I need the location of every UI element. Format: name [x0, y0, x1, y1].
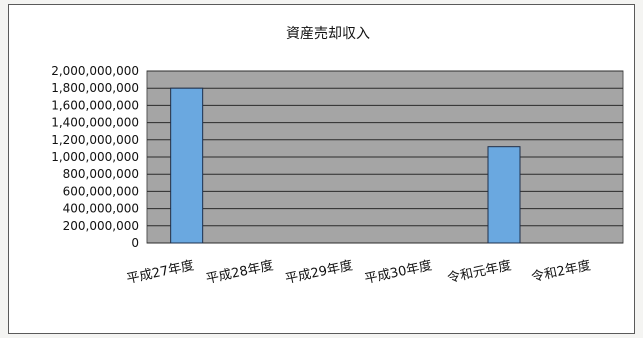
bars	[170, 87, 521, 244]
gridlines	[147, 70, 623, 244]
y-tick-label: 1,600,000,000	[51, 98, 139, 112]
y-tick-label: 200,000,000	[63, 219, 139, 233]
x-tick-label: 平成30年度	[363, 257, 433, 287]
x-tick-label: 令和2年度	[530, 257, 592, 285]
y-axis-tick-labels: 0 200,000,000 400,000,000 600,000,000 800,00…	[51, 64, 139, 250]
y-tick-label: 2,000,000,000	[51, 64, 139, 78]
x-axis-tick-labels: 平成27年度 平成28年度 平成29年度 平成30年度 令和元年度 令和2年度	[125, 257, 592, 287]
y-tick-label: 0	[131, 236, 139, 250]
y-tick-label: 1,800,000,000	[51, 81, 139, 95]
chart-frame: 資産売却収入 0 200,000,000 400,000,000 600,000,00…	[8, 4, 635, 334]
x-tick-label: 平成28年度	[204, 257, 274, 287]
bar	[487, 146, 521, 244]
x-tick-label: 平成27年度	[125, 257, 195, 287]
y-tick-label: 1,200,000,000	[51, 133, 139, 147]
y-tick-label: 800,000,000	[63, 167, 139, 181]
bar-chart: 資産売却収入 0 200,000,000 400,000,000 600,000,00…	[51, 26, 624, 287]
bar	[170, 87, 204, 244]
chart-title: 資産売却収入	[286, 26, 370, 42]
x-tick-label: 令和元年度	[446, 257, 513, 286]
y-tick-label: 600,000,000	[63, 184, 139, 198]
y-tick-label: 1,000,000,000	[51, 150, 139, 164]
y-tick-label: 1,400,000,000	[51, 116, 139, 130]
y-tick-label: 400,000,000	[63, 202, 139, 216]
x-tick-label: 平成29年度	[284, 257, 354, 287]
